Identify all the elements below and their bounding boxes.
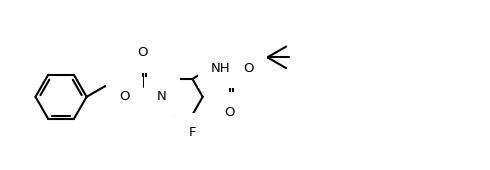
- Text: F: F: [189, 126, 196, 139]
- Text: N: N: [157, 90, 167, 103]
- Text: O: O: [244, 62, 254, 75]
- Text: O: O: [138, 46, 148, 60]
- Text: O: O: [225, 106, 235, 118]
- Text: NH: NH: [211, 62, 231, 75]
- Text: O: O: [119, 90, 129, 103]
